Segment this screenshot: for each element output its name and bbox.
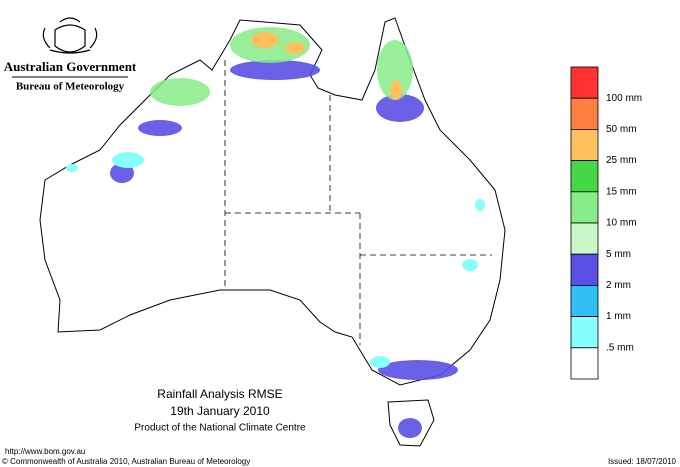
legend-label: 100 mm — [606, 93, 642, 104]
legend-label: 2 mm — [606, 280, 631, 291]
legend-swatch — [570, 128, 599, 161]
map-title: Rainfall Analysis RMSE — [157, 387, 282, 401]
legend-label: 15 mm — [606, 186, 637, 197]
legend-label: .5 mm — [606, 342, 634, 353]
map-product: Product of the National Climate Centre — [134, 423, 306, 434]
legend-swatch — [570, 253, 599, 286]
url: http://www.bom.gov.au — [5, 447, 85, 456]
legend-swatch — [570, 347, 599, 380]
legend-swatch — [570, 191, 599, 224]
agency-subtitle: Bureau of Meteorology — [16, 81, 125, 93]
legend-swatch — [570, 66, 599, 99]
legend: 100 mm 50 mm 25 mm 15 mm 10 mm 5 mm 2 mm 1 mm .5… — [570, 66, 642, 380]
legend-swatch — [570, 284, 599, 317]
legend-label: 25 mm — [606, 155, 637, 166]
legend-label: 50 mm — [606, 124, 637, 135]
map-date: 19th January 2010 — [170, 404, 270, 418]
legend-swatch — [570, 316, 599, 349]
legend-swatch — [570, 97, 599, 130]
legend-swatch — [570, 222, 599, 255]
issued: Issued: 18/07/2010 — [608, 457, 677, 466]
legend-label: 5 mm — [606, 249, 631, 260]
legend-label: 1 mm — [606, 311, 631, 322]
legend-label: 10 mm — [606, 218, 637, 229]
crest — [42, 17, 98, 54]
copyright: © Commonwealth of Australia 2010, Austra… — [2, 457, 250, 466]
legend-swatch — [570, 160, 599, 193]
australia — [39, 17, 506, 447]
agency-title: Australian Government — [4, 59, 137, 74]
